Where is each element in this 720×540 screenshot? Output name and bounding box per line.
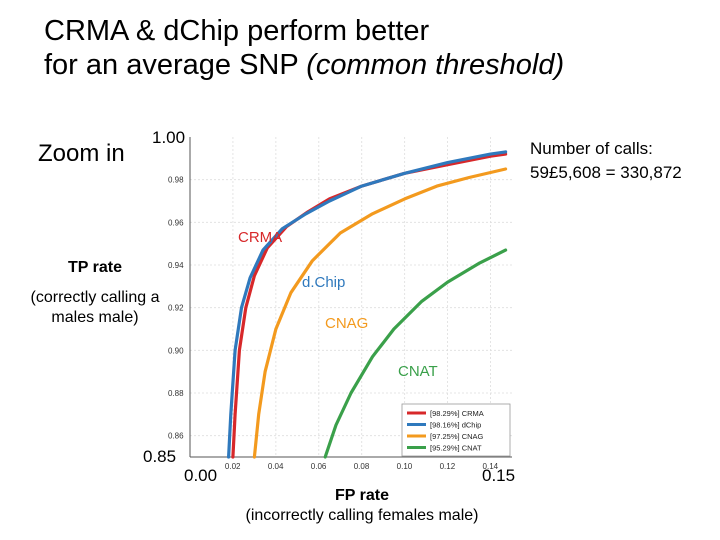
x-tick-label: 0.14 [483,462,499,471]
series-label-cnag: CNAG [325,315,368,332]
series-line-dchip [227,150,508,459]
x-tick-label: 0.06 [311,462,327,471]
x-axis-title-main: FP rate [335,487,389,504]
title-line-2-plain: for an average SNP [44,49,307,81]
zoom-label: Zoom in [38,140,125,167]
legend-entry: [95.29%] CNAT [430,444,482,453]
y-tick-label: 0.86 [168,432,184,441]
y-tick-label: 0.88 [168,389,184,398]
x-tick-label: 0.12 [440,462,456,471]
series-label-dchip: d.Chip [302,274,345,291]
legend-entry: [97.25%] CNAG [430,432,484,441]
legend-entry: [98.16%] dChip [430,421,481,430]
x-axis-subtitle: (incorrectly calling females male) [245,507,479,524]
title-line-2: for an average SNP (common threshold) [44,48,564,82]
calls-note-line-1: Number of calls: [530,139,653,158]
y-tick-label: 0.94 [168,261,184,270]
x-tick-label: 0.08 [354,462,370,471]
series-layer [227,150,508,459]
y-tick-label: 0.90 [168,346,184,355]
series-labels: CRMA d.Chip CNAG CNAT [238,229,438,380]
y-tick-label: 0.96 [168,218,184,227]
x-tick-label: 0.04 [268,462,284,471]
calls-note: Number of calls: 59£5,608 = 330,872 [510,137,710,185]
x-tick-label: 0.02 [225,462,241,471]
y-axis-title: TP rate (correctly calling a males male) [20,258,170,328]
series-line-cnat [323,248,508,459]
title-line-2-italic: (common threshold) [306,49,565,81]
y-tick-label: 0.92 [168,304,184,313]
x-tick-label: 0.10 [397,462,413,471]
series-line-cnag [252,167,508,459]
page-title: CRMA & dChip perform better for an avera… [44,14,564,82]
y-axis-bottom-value: 0.85 [143,447,177,466]
calls-note-line-2: 59£5,608 = 330,872 [530,163,682,182]
series-label-crma: CRMA [238,229,282,246]
y-axis-title-main: TP rate [68,259,122,276]
title-line-1: CRMA & dChip perform better [44,15,430,47]
legend-entry: [98.29%] CRMA [430,409,484,418]
grid-layer [190,137,512,457]
series-label-cnat: CNAT [398,363,438,380]
axis-layer: 0.98 0.96 0.94 0.92 0.90 0.88 0.86 0.02 0.04 0.06… [168,137,512,471]
x-axis-right-value: 0.15 [482,466,516,485]
x-axis-left-value: 0.00 [184,466,218,485]
y-axis-subtitle: (correctly calling a males male) [30,289,160,326]
y-axis-top-value: 1.00 [152,128,186,147]
x-axis-title: FP rate (incorrectly calling females mal… [212,486,512,526]
legend: [98.29%] CRMA [98.16%] dChip [97.25%] CNAG… [401,403,511,457]
y-tick-label: 0.98 [168,176,184,185]
